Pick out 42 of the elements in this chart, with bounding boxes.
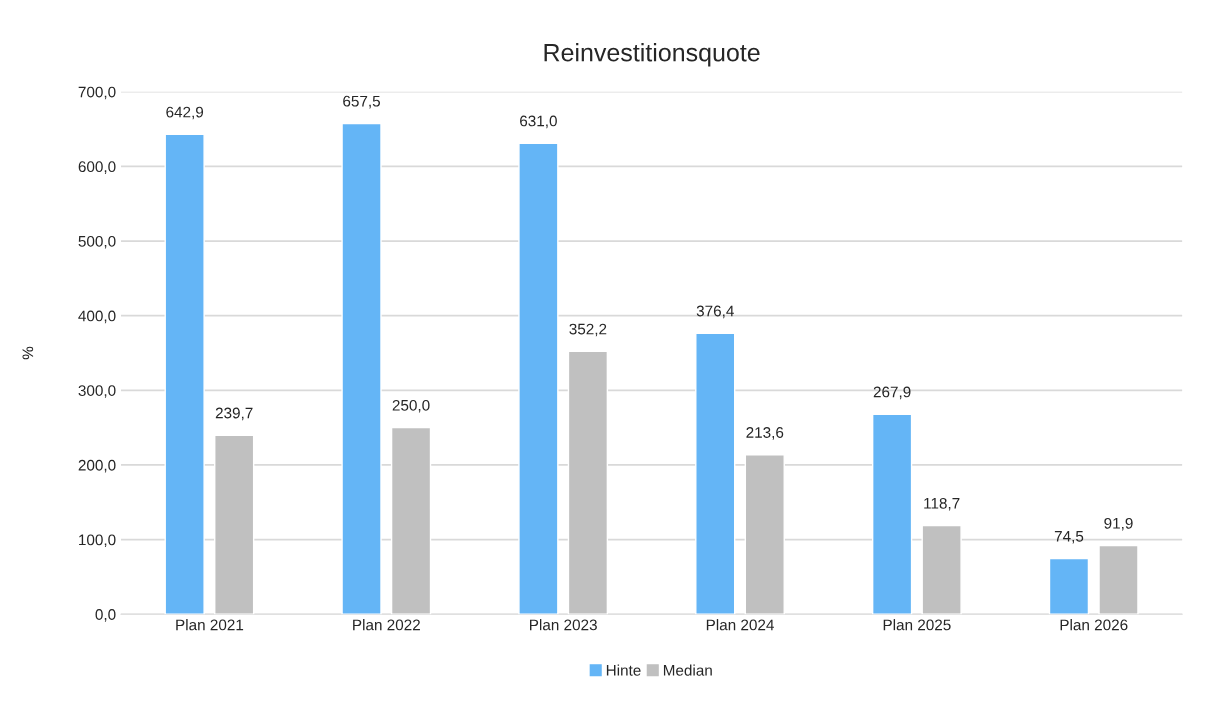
y-tick-label: 0,0 [95,609,116,622]
data-label: 250,0 [392,399,430,413]
x-tick-label: Plan 2026 [1060,619,1128,631]
data-label: 657,5 [343,95,381,109]
x-tick-label: Plan 2021 [176,619,244,631]
y-tick-label: 500,0 [78,235,116,249]
chart-title: Reinvestitionsquote [544,43,760,67]
x-tick-label: Plan 2023 [530,619,597,631]
y-tick-label: 300,0 [78,385,116,398]
data-label: 239,7 [215,407,253,421]
x-tick-label: Plan 2024 [706,619,774,631]
bar [214,434,255,615]
bar [390,426,432,615]
data-label: 376,4 [696,305,734,319]
data-label: 631,0 [520,115,557,129]
legend-label: Hinte [606,664,641,676]
y-axis-title: % [22,346,34,360]
bar [164,133,205,615]
y-tick-label: 400,0 [78,310,116,324]
bar [518,142,559,615]
y-tick-label: 600,0 [78,161,116,174]
bar [744,454,785,615]
data-label: 91,9 [1104,517,1133,531]
bar [341,122,382,615]
data-label: 267,9 [873,386,911,400]
data-label: 74,5 [1054,531,1084,544]
bar [1048,557,1090,615]
data-label: 352,2 [569,323,607,337]
data-label: 118,7 [924,497,960,511]
y-tick-label: 200,0 [78,459,116,473]
bar [1098,544,1139,615]
x-tick-label: Plan 2025 [883,619,951,631]
y-tick-label: 700,0 [78,86,116,100]
data-label: 213,6 [746,427,784,440]
bar [567,350,609,615]
bar [871,413,913,615]
bar [695,332,736,615]
legend-label: Median [663,664,712,676]
bar [921,524,962,615]
data-label: 642,9 [166,106,204,120]
x-tick-label: Plan 2022 [353,619,420,631]
y-tick-label: 100,0 [79,534,116,548]
